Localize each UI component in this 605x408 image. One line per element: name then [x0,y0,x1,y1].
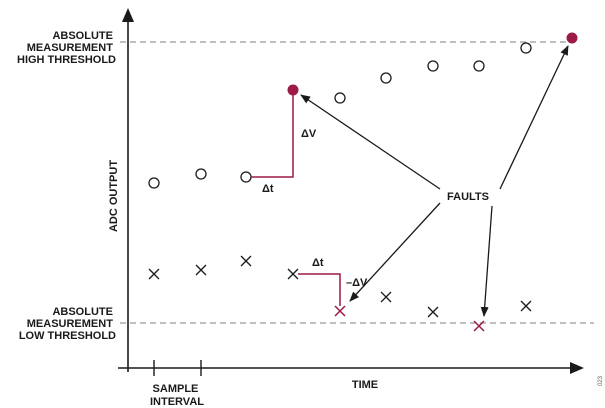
low-threshold-label: ABSOLUTE MEASUREMENT LOW THRESHOLD [19,306,116,342]
cross-point [427,306,439,318]
cross-series [148,255,532,318]
delta-step-down [298,273,341,306]
circle-point [148,177,160,189]
circle-point [427,60,439,72]
arrow-to-low-fault [480,205,493,317]
circle-point [473,60,485,72]
delta-t-label: Δt [262,183,274,195]
fault-arrows [300,45,569,317]
neg-delta-v-label: –ΔV [346,277,368,289]
axes [118,8,584,376]
x-axis-label: TIME [352,379,378,391]
figure-id: 023 [598,375,604,386]
cross-point [148,268,160,280]
fault-cross-rate [334,305,346,317]
cross-point [240,255,252,267]
y-axis-label: ADC OUTPUT [108,160,120,232]
circle-point [520,42,532,54]
arrow-to-rate-fault-up [300,94,441,190]
cross-point [287,268,299,280]
x-axis-arrow [570,362,584,374]
circle-series [148,42,532,189]
fault-cross-low [473,320,485,332]
delta-step-up [251,95,294,178]
circle-point [240,171,252,183]
sample-interval-label: SAMPLE INTERVAL [150,383,204,408]
circle-point [380,72,392,84]
cross-point [380,291,392,303]
arrow-to-rate-fault-down [349,202,441,302]
cross-point [195,264,207,276]
cross-point [520,300,532,312]
circle-point [195,168,207,180]
fault-point-rate [287,84,299,96]
circle-point [334,92,346,104]
faults-label: FAULTS [447,191,489,203]
arrow-to-high-fault [499,45,569,190]
high-threshold-label: ABSOLUTE MEASUREMENT HIGH THRESHOLD [17,30,116,66]
delta-t-label-lower: Δt [312,257,324,269]
y-axis-arrow [122,8,134,22]
fault-point-high [566,32,578,44]
delta-v-label: ΔV [301,128,317,140]
